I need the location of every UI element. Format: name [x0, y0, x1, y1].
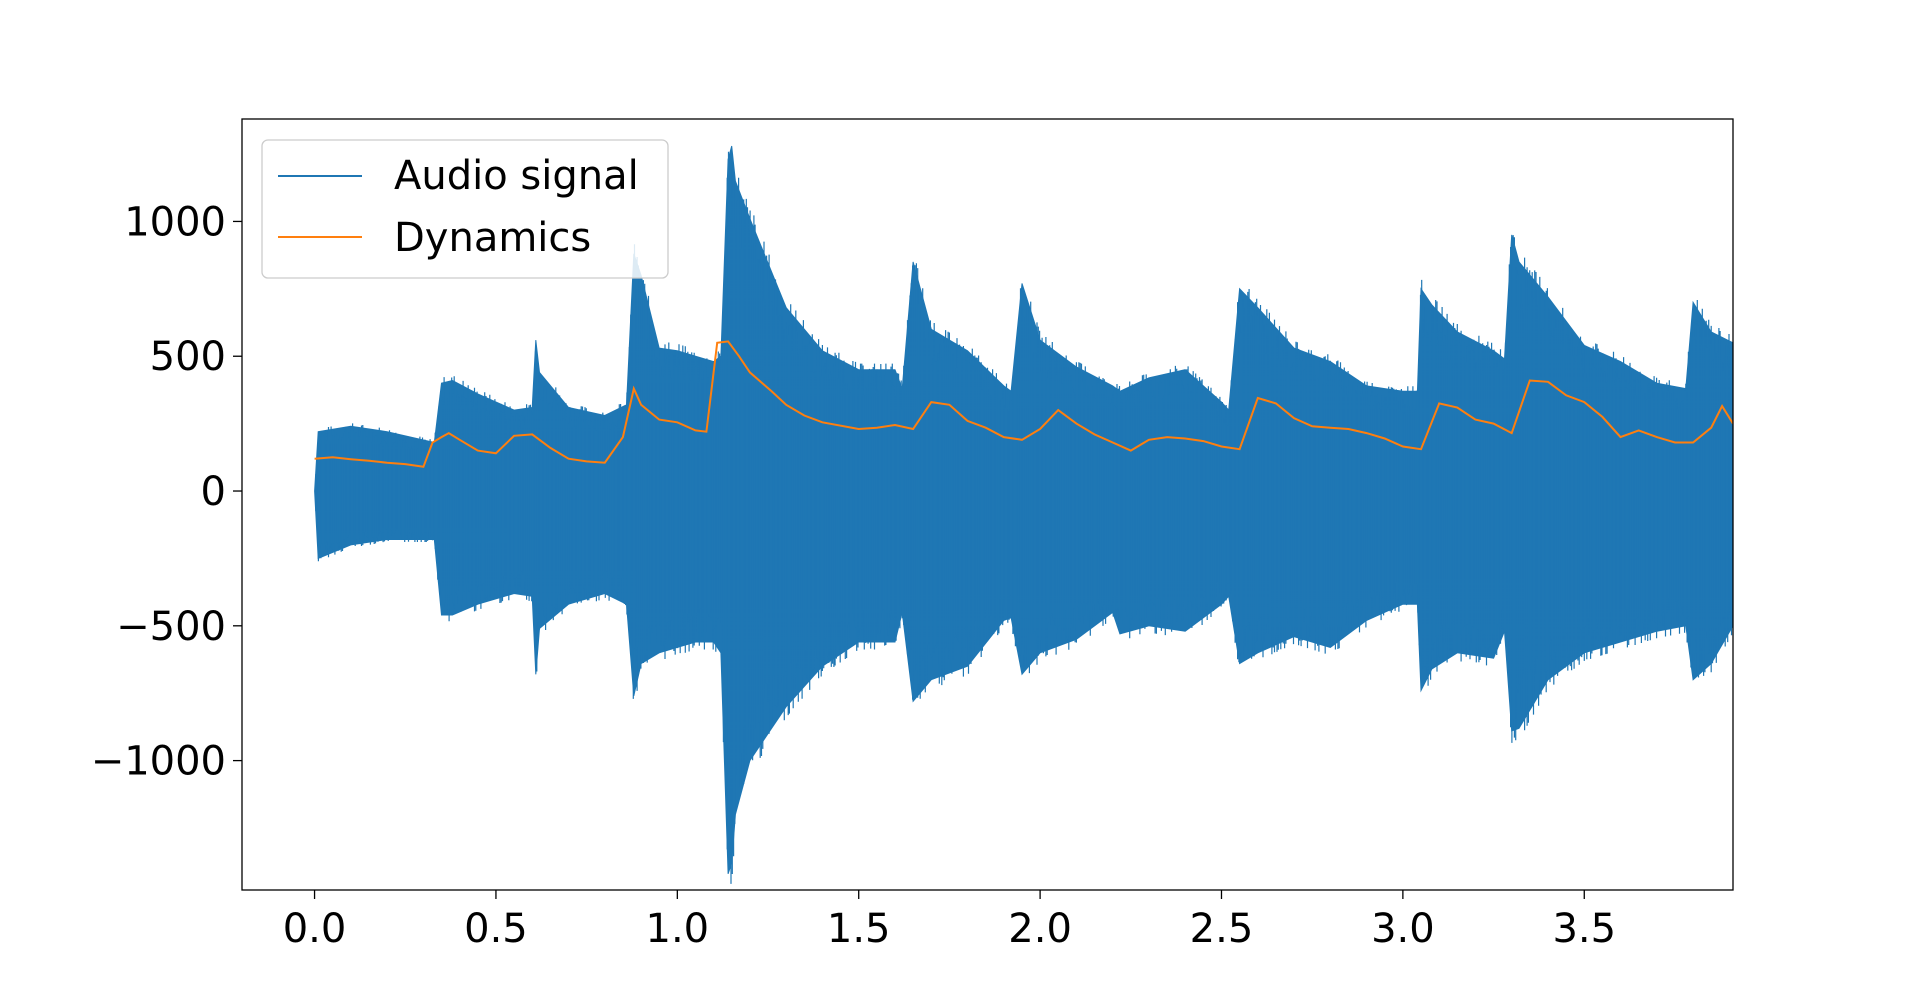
legend-box [261, 139, 669, 279]
x-axis: 0.0 0.5 1.0 1.5 2.0 2.5 3.0 3.5 [283, 890, 1616, 952]
x-tick-label: 1.0 [646, 906, 710, 952]
legend-audio-label: Audio signal [394, 153, 639, 199]
y-axis: −1000 −500 0 500 1000 [91, 199, 242, 785]
legend-dynamics-label: Dynamics [394, 215, 591, 261]
audio-signal-series [314, 145, 1733, 884]
audio-signal-trace [315, 151, 1733, 884]
dynamics-line [314, 340, 1733, 468]
x-tick-label: 3.5 [1552, 906, 1616, 952]
x-tick-label: 0.5 [464, 906, 528, 952]
x-tick-label: 1.5 [827, 906, 891, 952]
y-tick-label: 0 [201, 469, 226, 515]
axes-frame [241, 118, 1734, 891]
x-tick-label: 3.0 [1371, 906, 1435, 952]
x-tick-label: 2.5 [1190, 906, 1254, 952]
legend: Audio signal Dynamics [261, 139, 669, 279]
x-tick-label: 0.0 [283, 906, 347, 952]
y-tick-label: −1000 [91, 739, 226, 785]
dynamics-series [314, 340, 1733, 468]
y-tick-label: 500 [150, 334, 226, 380]
x-tick-label: 2.0 [1008, 906, 1072, 952]
y-tick-label: −500 [116, 604, 226, 650]
y-tick-label: 1000 [124, 199, 226, 245]
